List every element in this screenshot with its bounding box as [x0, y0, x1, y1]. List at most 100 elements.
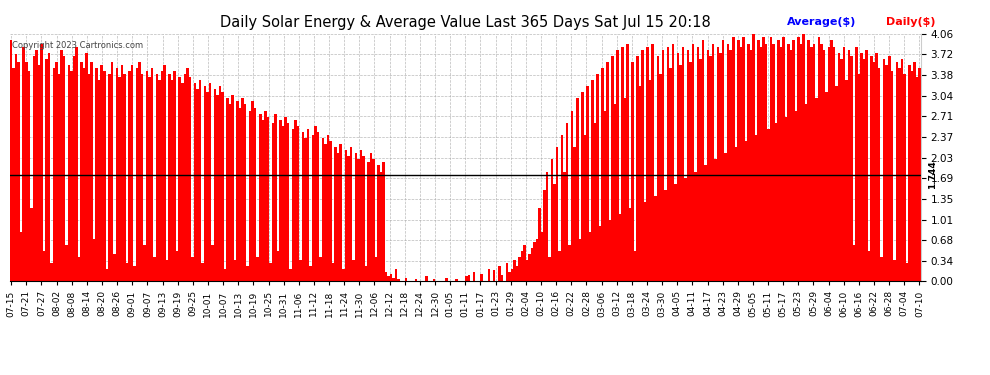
Bar: [214, 89, 216, 281]
Bar: [870, 56, 873, 281]
Bar: [317, 132, 320, 281]
Bar: [659, 74, 661, 281]
Bar: [722, 40, 725, 281]
Bar: [237, 101, 239, 281]
Bar: [349, 147, 352, 281]
Bar: [609, 220, 611, 281]
Bar: [380, 171, 382, 281]
Bar: [553, 184, 555, 281]
Bar: [732, 38, 735, 281]
Bar: [880, 257, 883, 281]
Bar: [121, 65, 123, 281]
Bar: [661, 50, 664, 281]
Bar: [614, 105, 616, 281]
Bar: [676, 53, 679, 281]
Bar: [315, 126, 317, 281]
Bar: [545, 171, 548, 281]
Bar: [606, 62, 609, 281]
Bar: [181, 83, 183, 281]
Bar: [196, 89, 199, 281]
Bar: [550, 159, 553, 281]
Bar: [168, 74, 171, 281]
Bar: [775, 123, 777, 281]
Bar: [566, 123, 568, 281]
Bar: [594, 123, 596, 281]
Bar: [20, 232, 23, 281]
Bar: [131, 65, 134, 281]
Bar: [85, 53, 88, 281]
Bar: [622, 46, 624, 281]
Bar: [852, 244, 855, 281]
Bar: [833, 46, 836, 281]
Bar: [332, 263, 335, 281]
Bar: [712, 44, 715, 281]
Bar: [13, 68, 15, 281]
Bar: [767, 129, 770, 281]
Bar: [523, 244, 526, 281]
Bar: [891, 71, 893, 281]
Bar: [251, 101, 254, 281]
Bar: [526, 260, 529, 281]
Bar: [335, 147, 337, 281]
Bar: [128, 71, 131, 281]
Bar: [141, 74, 144, 281]
Bar: [666, 46, 669, 281]
Bar: [820, 44, 823, 281]
Bar: [50, 263, 52, 281]
Bar: [737, 40, 740, 281]
Bar: [813, 44, 815, 281]
Bar: [281, 126, 284, 281]
Bar: [139, 62, 141, 281]
Bar: [43, 251, 46, 281]
Bar: [38, 65, 40, 281]
Bar: [589, 232, 591, 281]
Bar: [619, 214, 622, 281]
Text: Daily($): Daily($): [886, 17, 936, 27]
Bar: [134, 266, 136, 281]
Bar: [15, 54, 18, 281]
Bar: [153, 257, 155, 281]
Bar: [725, 153, 727, 281]
Bar: [191, 257, 194, 281]
Bar: [531, 248, 534, 281]
Bar: [367, 162, 369, 281]
Bar: [651, 44, 654, 281]
Bar: [171, 80, 173, 281]
Bar: [106, 269, 108, 281]
Bar: [782, 38, 785, 281]
Bar: [30, 208, 33, 281]
Bar: [576, 98, 578, 281]
Bar: [209, 83, 211, 281]
Bar: [669, 68, 671, 281]
Bar: [276, 251, 279, 281]
Bar: [100, 65, 103, 281]
Bar: [216, 95, 219, 281]
Bar: [521, 251, 523, 281]
Bar: [369, 153, 372, 281]
Bar: [387, 276, 390, 281]
Bar: [898, 68, 901, 281]
Bar: [571, 111, 573, 281]
Bar: [906, 263, 908, 281]
Bar: [163, 65, 166, 281]
Bar: [312, 135, 315, 281]
Bar: [385, 272, 387, 281]
Bar: [239, 108, 242, 281]
Bar: [720, 53, 722, 281]
Text: Copyright 2023 Cartronics.com: Copyright 2023 Cartronics.com: [12, 41, 143, 50]
Bar: [304, 138, 307, 281]
Bar: [176, 251, 178, 281]
Bar: [78, 257, 80, 281]
Bar: [224, 269, 227, 281]
Bar: [627, 44, 629, 281]
Bar: [583, 135, 586, 281]
Bar: [578, 238, 581, 281]
Text: Average($): Average($): [787, 17, 856, 27]
Bar: [710, 56, 712, 281]
Bar: [274, 114, 276, 281]
Bar: [498, 266, 501, 281]
Bar: [637, 56, 639, 281]
Bar: [234, 260, 237, 281]
Bar: [340, 144, 342, 281]
Bar: [211, 244, 214, 281]
